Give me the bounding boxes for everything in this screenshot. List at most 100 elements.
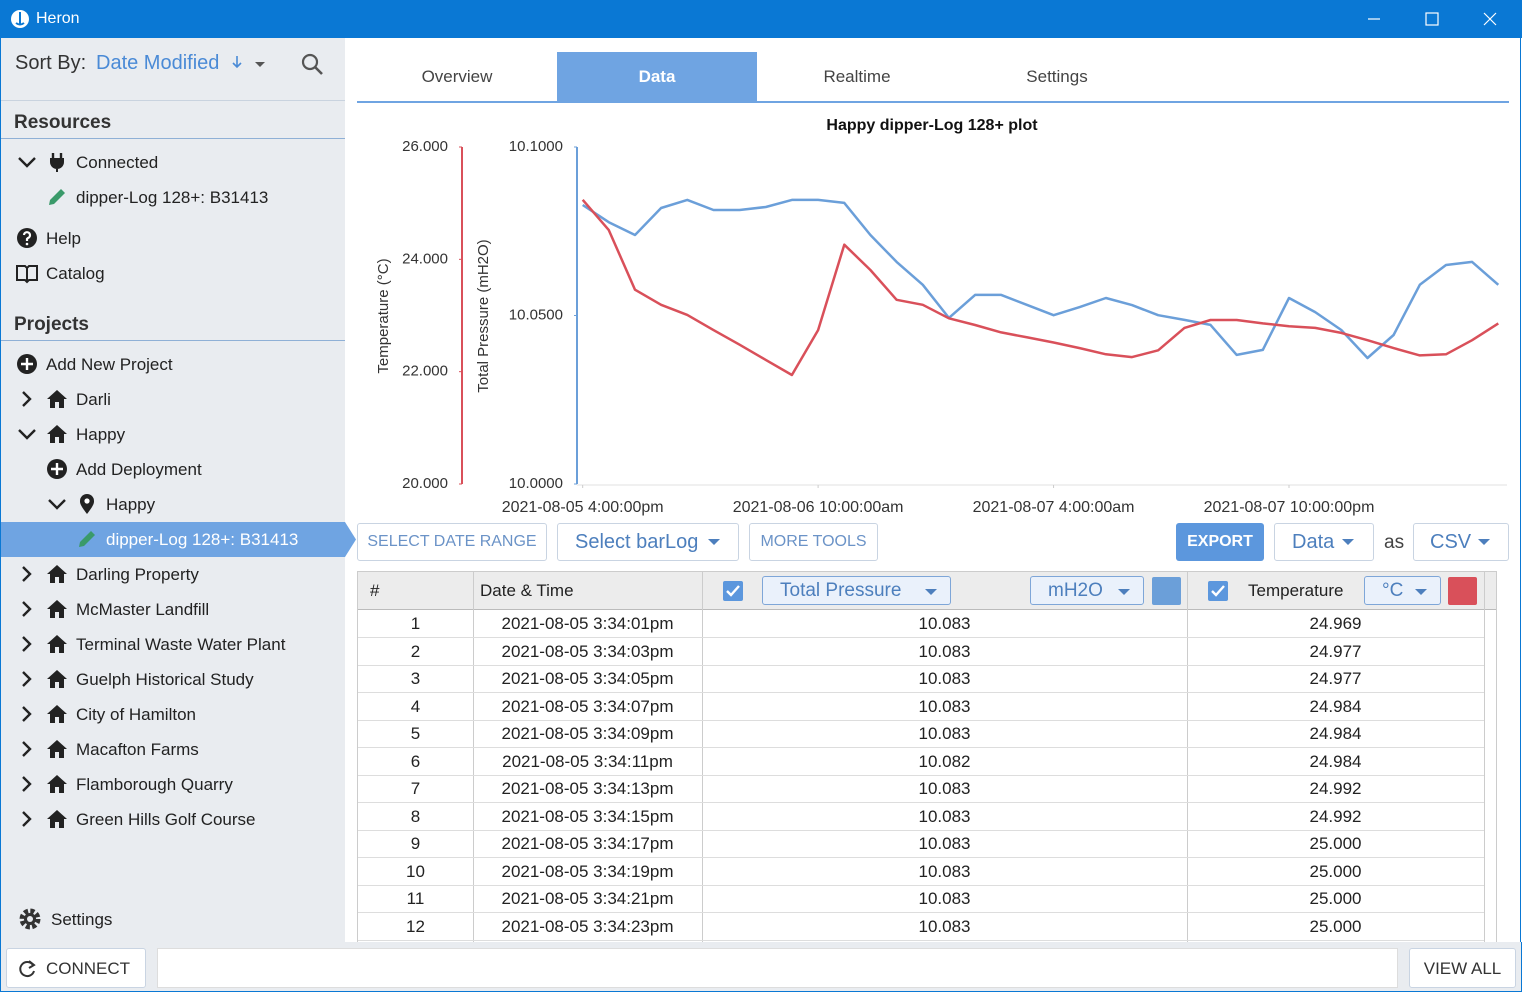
window-controls[interactable] — [1360, 8, 1510, 30]
table-cell: 10 — [406, 861, 425, 881]
tab[interactable]: Data — [557, 52, 757, 102]
table-cell: 24.984 — [1309, 724, 1362, 743]
series-dropdown[interactable]: Total Pressure — [762, 576, 951, 605]
chevron-down-icon — [18, 157, 36, 168]
table-cell: 10.083 — [918, 834, 971, 853]
y2-tick-label: 26.000 — [402, 138, 448, 155]
settings-link[interactable]: Settings — [51, 910, 113, 929]
chevron-right-icon — [22, 391, 32, 407]
house-icon — [47, 425, 67, 443]
row-divider — [358, 912, 1484, 913]
tab[interactable]: Overview — [421, 67, 493, 86]
column-divider — [1187, 572, 1188, 942]
color-swatch[interactable] — [1152, 577, 1181, 605]
export-button[interactable]: EXPORT — [1176, 523, 1264, 561]
tree-item[interactable]: Green Hills Golf Course — [76, 810, 256, 829]
row-divider — [358, 802, 1484, 803]
chevron-right-icon — [22, 741, 32, 757]
table-cell: 5 — [410, 724, 421, 743]
tree-item[interactable]: Happy — [106, 495, 156, 514]
x-tick-label: 2021-08-05 4:00:00pm — [502, 499, 664, 516]
series-line — [581, 198, 1499, 377]
tree-item[interactable]: Add Deployment — [76, 460, 202, 479]
tree-item[interactable]: Connected — [76, 153, 159, 172]
tab[interactable]: Realtime — [823, 67, 891, 86]
tree-item[interactable]: Add New Project — [46, 355, 173, 374]
row-divider — [358, 692, 1484, 693]
dropdown-text: Select barLog — [575, 531, 699, 553]
checkbox[interactable] — [723, 581, 743, 601]
title-bar: Heron — [0, 0, 1522, 38]
table-cell: 2021-08-05 3:34:05pm — [501, 669, 674, 688]
y-tick-label: 10.1000 — [509, 138, 563, 155]
chart: Happy dipper-Log 128+ plot Temperature (… — [375, 117, 1507, 516]
tree-item[interactable]: Happy — [76, 425, 126, 444]
chevron-right-icon — [22, 601, 32, 617]
table-cell: 2021-08-05 3:34:07pm — [501, 696, 674, 716]
tab[interactable]: Settings — [1026, 67, 1088, 86]
unit-dropdown[interactable]: °C — [1364, 576, 1441, 605]
table-cell: 2021-08-05 3:34:19pm — [501, 861, 674, 881]
column-divider — [702, 572, 703, 942]
y2-tick-label: 24.000 — [402, 250, 448, 267]
table-cell: 2021-08-05 3:34:21pm — [501, 889, 674, 908]
y2-tick-label: 20.000 — [402, 475, 448, 492]
table-cell: 10.083 — [918, 669, 971, 688]
table-cell: 12 — [406, 916, 425, 936]
dropdown-text: Data — [1292, 531, 1335, 553]
tree-item[interactable]: City of Hamilton — [76, 705, 196, 724]
export-what-dropdown[interactable]: Data — [1274, 523, 1374, 561]
sort-arrows[interactable] — [229, 53, 274, 75]
sort-value[interactable]: Date Modified — [96, 52, 220, 74]
y-tick-label: 10.0500 — [509, 306, 563, 323]
tree-item[interactable]: Darli — [76, 390, 111, 409]
table-cell: 6 — [410, 751, 421, 771]
caret — [1415, 589, 1427, 595]
table-cell: 2021-08-05 3:34:01pm — [501, 614, 674, 633]
select-log-dropdown[interactable]: Select barLog — [557, 523, 739, 561]
view-all-button[interactable]: VIEW ALL — [1409, 948, 1516, 988]
tree-item[interactable]: McMaster Landfill — [76, 600, 210, 619]
tree-item[interactable]: Terminal Waste Water Plant — [76, 635, 286, 654]
table-cell: 25.000 — [1309, 916, 1362, 936]
chart-title: Happy dipper-Log 128+ plot — [826, 117, 1038, 134]
dropdown-carets — [708, 539, 1490, 545]
table-cell: 10.083 — [918, 889, 971, 908]
tree-item[interactable]: Guelph Historical Study — [76, 670, 254, 689]
tree-item[interactable]: Help — [46, 229, 81, 248]
help-icon — [17, 228, 37, 248]
row-divider — [358, 939, 1484, 941]
header-cell: Temperature — [1248, 581, 1344, 600]
table-cell: 24.969 — [1309, 614, 1362, 633]
dropdown-text: mH2O — [1048, 580, 1103, 601]
table-cell: 1 — [410, 614, 421, 633]
book-icon — [16, 265, 38, 284]
checkbox[interactable] — [1208, 581, 1228, 601]
sidebar: Sort By: Date Modified Resources Project… — [0, 38, 356, 942]
selected-row — [1, 522, 345, 557]
table-cell: 24.992 — [1309, 806, 1362, 826]
unit-dropdown[interactable]: mH2O — [1030, 576, 1144, 605]
dropdown-text: CSV — [1430, 531, 1472, 553]
tree-item[interactable]: Flamborough Quarry — [76, 775, 233, 794]
row-divider — [358, 747, 1484, 748]
caret — [925, 589, 937, 595]
table-cell: 24.977 — [1309, 669, 1362, 688]
tree-item[interactable]: Macafton Farms — [76, 740, 199, 759]
settings-icon — [19, 908, 41, 930]
format-dropdown[interactable]: CSV — [1413, 523, 1509, 561]
tree-item[interactable]: dipper-Log 128+: B31413 — [76, 188, 269, 207]
more-tools-button[interactable]: MORE TOOLS — [749, 523, 878, 561]
tree-item[interactable]: Catalog — [46, 264, 105, 283]
house-icon — [47, 740, 67, 758]
select-date-range-button[interactable]: SELECT DATE RANGE — [357, 523, 547, 561]
tree-item[interactable]: Darling Property — [76, 565, 199, 584]
search-icon[interactable] — [300, 52, 326, 78]
window-title: Heron — [36, 10, 80, 27]
tree-item[interactable]: dipper-Log 128+: B31413 — [106, 530, 299, 549]
status-field[interactable] — [157, 948, 1398, 988]
chevron-down-icon — [48, 499, 66, 510]
table-cell: 7 — [410, 779, 421, 798]
column-divider — [1484, 572, 1485, 942]
color-swatch[interactable] — [1448, 577, 1477, 605]
